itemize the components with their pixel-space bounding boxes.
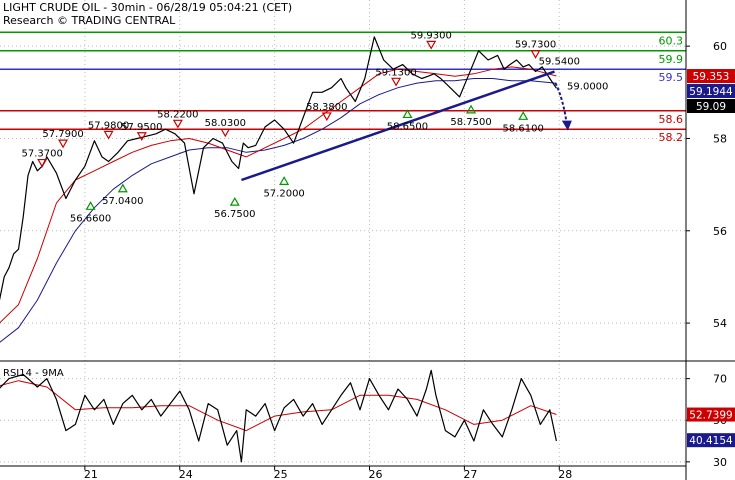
y-tick-label: 56 — [713, 225, 727, 238]
swing-low-marker — [117, 183, 128, 193]
price-tag-ma_slow-bg — [687, 84, 735, 99]
level-label: 58.2 — [659, 131, 684, 144]
grid-lines — [0, 0, 686, 466]
swing-low-label: 57.2000 — [263, 188, 304, 199]
y-tick-label: 60 — [713, 40, 727, 53]
x-tick-label: 26 — [369, 468, 383, 480]
level-annotation: 59.5400 — [539, 56, 580, 67]
arrow-head — [561, 120, 572, 131]
level-label: 59.9 — [659, 53, 684, 66]
x-tick-label: 25 — [274, 468, 288, 480]
y-tick-label: 58 — [713, 132, 727, 145]
swing-low-marker — [465, 104, 477, 114]
swing-high-label: 59.1300 — [375, 67, 416, 78]
price-tag-ma_fast-bg — [687, 69, 735, 84]
swing-high-label: 59.7300 — [515, 40, 556, 51]
swing-low-marker — [229, 196, 240, 206]
swing-low-label: 56.7500 — [214, 209, 255, 220]
value-tags: 59.353 59.1944 59.09 52.7399 40.4154 — [687, 69, 735, 448]
swing-high-marker — [426, 40, 437, 50]
price-line — [0, 36, 557, 301]
swing-high-label: 57.9500 — [121, 122, 162, 133]
price-levels: 60.3 59.9 59.5 58.6 58.2 — [0, 31, 686, 144]
swing-low-marker — [402, 109, 413, 119]
swing-low-marker — [279, 176, 290, 185]
swing-high-marker — [391, 77, 402, 87]
swing-low-label: 58.6100 — [503, 123, 544, 134]
rsi-tick-label: 70 — [713, 373, 727, 386]
level-annotation: 59.0000 — [567, 81, 608, 92]
swing-high-label: 57.3700 — [22, 149, 63, 160]
rsi-tag-rsi_ma-bg — [687, 407, 735, 422]
x-tick-label: 27 — [463, 468, 477, 480]
rsi-tag-rsi_ma: 52.7399 — [689, 410, 732, 422]
swing-low-label: 58.7500 — [450, 117, 491, 128]
price-tag-last-bg — [687, 99, 735, 114]
swing-high-marker — [103, 130, 114, 140]
swing-high-label: 58.2200 — [157, 109, 198, 120]
swing-low-label: 58.6500 — [387, 121, 428, 132]
trendline — [241, 70, 555, 182]
price-tag-ma_fast: 59.353 — [693, 71, 730, 83]
chart-credit: Research © TRADING CENTRAL — [3, 14, 176, 27]
rsi-tag-rsi: 40.4154 — [689, 435, 733, 447]
swing-high-marker — [321, 112, 332, 122]
swing-low-marker — [85, 201, 96, 210]
swing-low-marker — [518, 111, 529, 120]
rsi-tick-label: 30 — [713, 456, 727, 469]
swing-high-label: 59.9300 — [411, 30, 452, 41]
swing-high-marker — [172, 119, 183, 129]
rsi-ma-line — [0, 380, 557, 432]
swing-high-marker — [58, 139, 69, 149]
swing-low-label: 56.6600 — [70, 213, 111, 224]
swing-high-marker — [136, 132, 147, 141]
forecast-arrow — [554, 82, 568, 125]
y-tick-label: 54 — [713, 317, 727, 330]
swing-high-marker — [530, 50, 541, 59]
swing-low-label: 57.0400 — [102, 196, 143, 207]
chart-title: LIGHT CRUDE OIL - 30min - 06/28/19 05:04… — [3, 1, 293, 14]
swing-high-marker — [37, 158, 48, 168]
ma-slow-line — [0, 78, 557, 343]
price-series — [0, 36, 572, 463]
swing-high-label: 58.0300 — [205, 118, 246, 129]
swing-high-label: 58.3800 — [306, 102, 347, 113]
level-label: 59.5 — [659, 71, 684, 84]
x-tick-label: 28 — [558, 468, 572, 480]
level-label: 58.6 — [659, 113, 684, 126]
level-label: 60.3 — [659, 34, 684, 47]
ma-fast-line — [0, 66, 557, 324]
swing-high-label: 57.9800 — [88, 120, 129, 131]
x-tick-label: 24 — [179, 468, 193, 480]
price-tag-last: 59.09 — [696, 101, 726, 113]
price-tag-ma_slow: 59.1944 — [689, 86, 733, 98]
rsi-tag-rsi-bg — [687, 433, 735, 448]
indicator-label: RSI14 - 9MA — [3, 368, 64, 379]
swing-high-label: 57.7900 — [42, 129, 83, 140]
rsi-line — [0, 369, 557, 463]
swing-high-marker — [220, 128, 231, 138]
x-tick-label: 21 — [84, 468, 98, 480]
